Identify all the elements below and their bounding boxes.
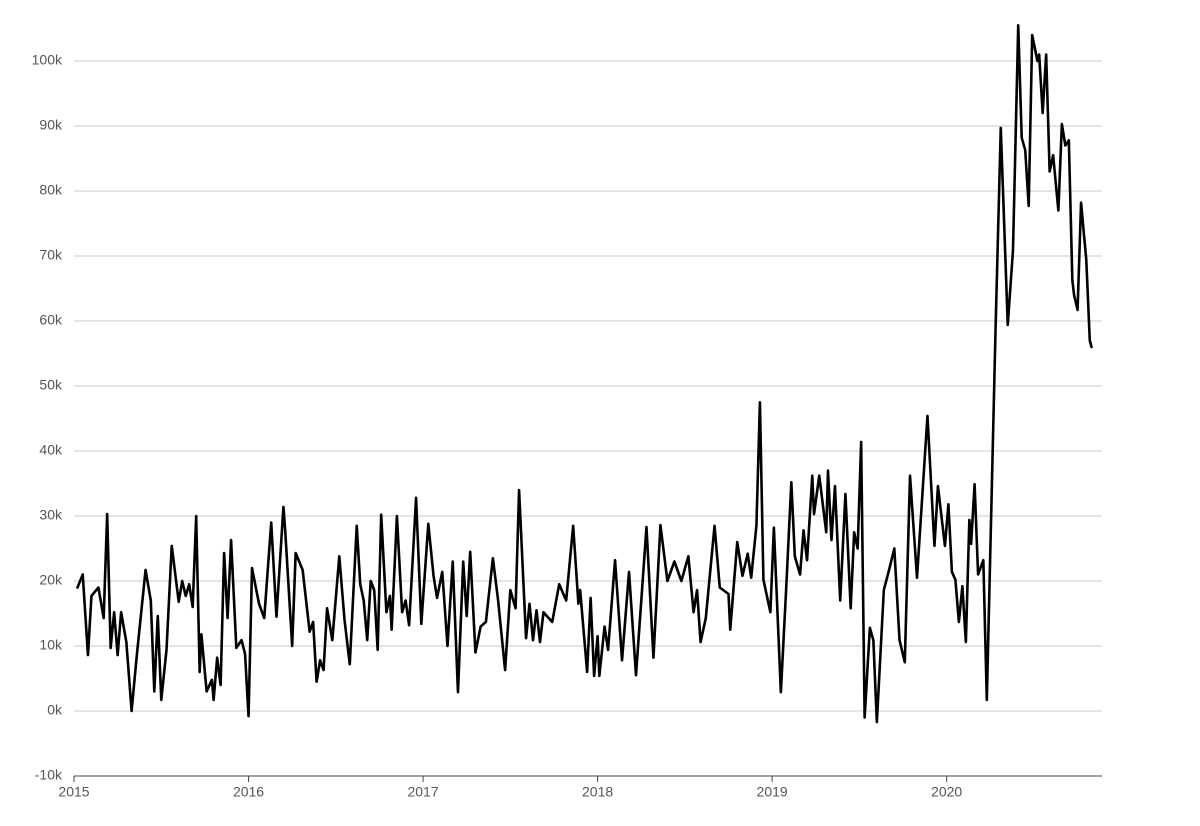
- x-tick-label: 2019: [757, 784, 788, 800]
- y-tick-label: -10k: [35, 767, 63, 783]
- y-tick-label: 40k: [39, 442, 63, 458]
- y-tick-label: 60k: [39, 312, 63, 328]
- y-tick-label: 70k: [39, 247, 63, 263]
- y-tick-label: 20k: [39, 572, 63, 588]
- y-tick-label: 50k: [39, 377, 63, 393]
- y-tick-label: 30k: [39, 507, 63, 523]
- x-tick-label: 2020: [931, 784, 962, 800]
- y-tick-label: 80k: [39, 182, 63, 198]
- y-tick-label: 90k: [39, 117, 63, 133]
- x-tick-label: 2018: [582, 784, 613, 800]
- y-tick-label: 110k: [33, 0, 63, 3]
- x-tick-label: 2015: [58, 784, 89, 800]
- x-tick-label: 2016: [233, 784, 264, 800]
- y-tick-label: 10k: [39, 637, 63, 653]
- data-line: [76, 23, 1093, 724]
- y-tick-label: 0k: [47, 702, 63, 718]
- y-tick-label: 100k: [32, 52, 63, 68]
- x-tick-label: 2017: [407, 784, 438, 800]
